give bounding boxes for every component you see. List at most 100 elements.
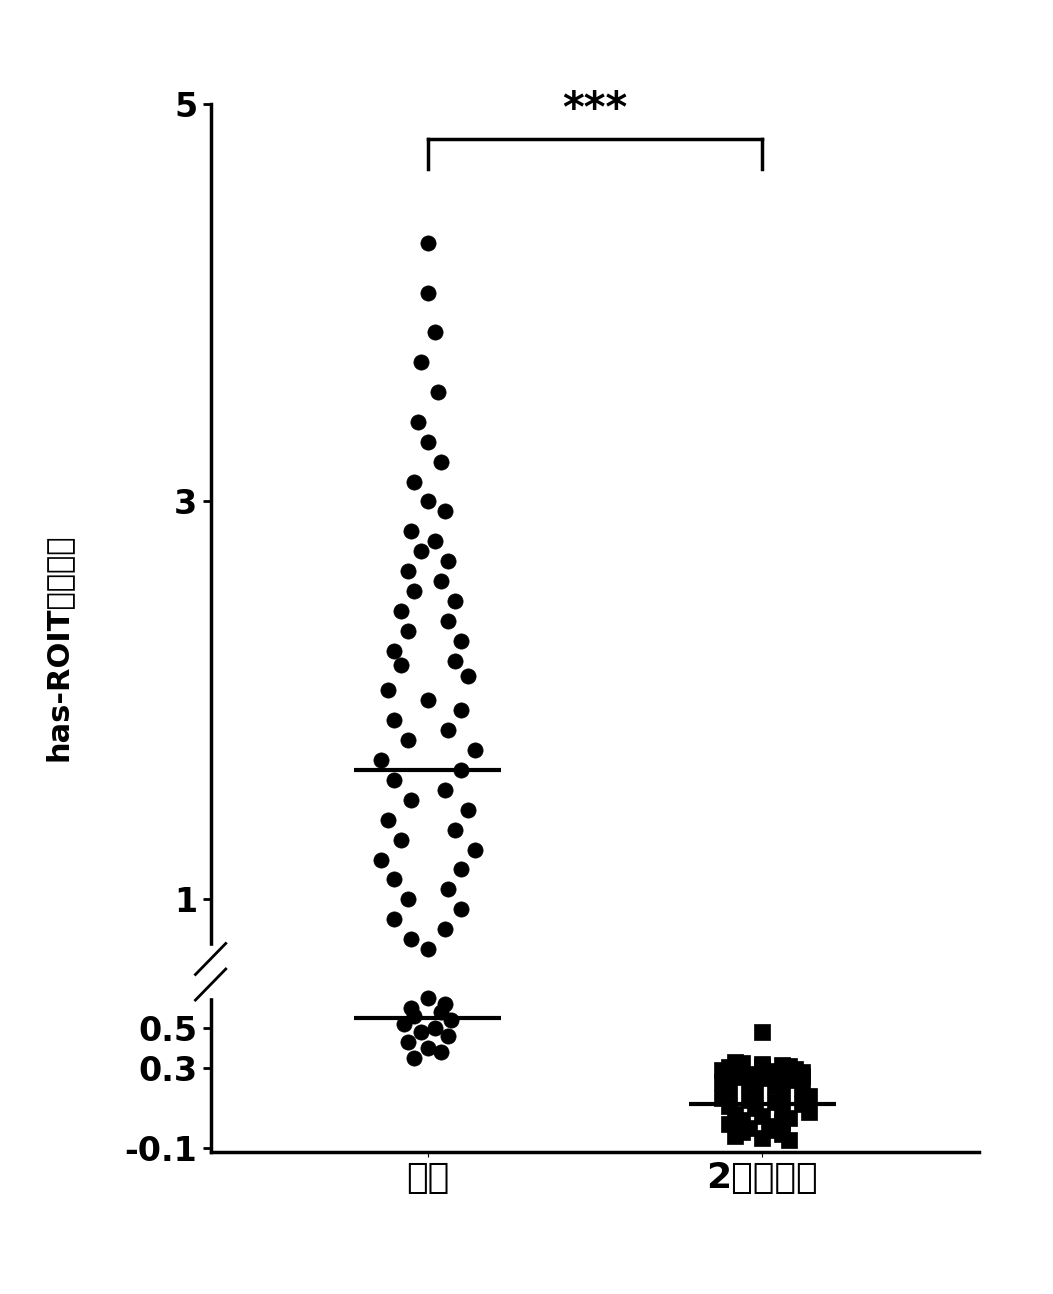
Point xyxy=(386,710,403,731)
Point xyxy=(379,681,396,701)
Point xyxy=(393,600,410,621)
Point xyxy=(406,1048,423,1069)
Point xyxy=(727,1104,743,1124)
Point xyxy=(774,1055,791,1075)
Point xyxy=(419,690,436,710)
Point xyxy=(734,1122,751,1143)
Point xyxy=(740,1090,757,1110)
Point xyxy=(714,1060,731,1080)
Point xyxy=(740,1118,757,1139)
Point xyxy=(760,1115,777,1136)
Point xyxy=(800,1086,817,1106)
Point xyxy=(747,1097,763,1118)
Point xyxy=(774,1100,791,1121)
Point xyxy=(443,1011,460,1031)
Point xyxy=(402,998,419,1018)
Point xyxy=(720,1057,737,1078)
Point xyxy=(402,521,419,542)
Point xyxy=(406,1005,423,1026)
Point xyxy=(436,779,453,800)
Point xyxy=(413,541,430,562)
Point xyxy=(794,1093,811,1114)
Point xyxy=(433,1042,450,1062)
Point xyxy=(396,1014,413,1035)
Point xyxy=(453,899,470,920)
Point xyxy=(446,590,463,611)
Point xyxy=(426,531,443,551)
Point xyxy=(774,1112,791,1132)
Point xyxy=(714,1087,731,1108)
Point xyxy=(466,840,483,861)
Point xyxy=(419,938,436,959)
Point xyxy=(419,233,436,254)
Point xyxy=(734,1053,751,1074)
Point xyxy=(720,1062,737,1083)
Point xyxy=(740,1074,757,1095)
Point xyxy=(453,630,470,651)
Point xyxy=(379,809,396,829)
Point xyxy=(436,994,453,1014)
Point xyxy=(439,551,456,572)
Point xyxy=(727,1126,743,1146)
Point xyxy=(754,1057,771,1078)
Point xyxy=(439,719,456,740)
Point xyxy=(459,666,476,687)
Point xyxy=(406,471,423,492)
Point xyxy=(780,1070,797,1091)
Point xyxy=(399,620,416,641)
Point xyxy=(413,1022,430,1043)
Point xyxy=(433,571,450,591)
Point xyxy=(714,1071,731,1092)
Point xyxy=(439,1026,456,1047)
Point xyxy=(419,1038,436,1058)
Point xyxy=(399,730,416,751)
Point xyxy=(767,1065,783,1086)
Point xyxy=(386,770,403,791)
Point xyxy=(386,641,403,661)
Point xyxy=(767,1092,783,1113)
Point xyxy=(399,889,416,910)
Point xyxy=(373,749,390,770)
Point xyxy=(754,1127,771,1148)
Point xyxy=(774,1123,791,1144)
Point xyxy=(720,1113,737,1134)
Text: ***: *** xyxy=(562,89,628,132)
Point xyxy=(459,800,476,820)
Point xyxy=(419,282,436,303)
Point xyxy=(406,581,423,602)
Point xyxy=(446,650,463,670)
Point xyxy=(419,431,436,452)
Point xyxy=(373,849,390,870)
Point xyxy=(740,1064,757,1084)
Point xyxy=(410,411,426,432)
Point xyxy=(426,1018,443,1039)
Point xyxy=(453,859,470,880)
Point xyxy=(794,1066,811,1087)
Point xyxy=(754,1056,771,1077)
Point xyxy=(446,819,463,840)
Point xyxy=(727,1052,743,1073)
Point xyxy=(453,700,470,721)
Point xyxy=(774,1083,791,1104)
Point xyxy=(436,919,453,939)
Point xyxy=(466,740,483,761)
Point xyxy=(439,611,456,631)
Point xyxy=(433,452,450,472)
Point xyxy=(393,829,410,850)
Point xyxy=(453,760,470,780)
Point xyxy=(780,1108,797,1128)
Point xyxy=(386,908,403,929)
Point xyxy=(439,879,456,899)
Point xyxy=(727,1066,743,1087)
Point xyxy=(754,1053,771,1074)
Point xyxy=(399,1031,416,1052)
Point xyxy=(419,490,436,511)
Point xyxy=(413,352,430,373)
Point xyxy=(393,655,410,675)
Point xyxy=(754,1022,771,1043)
Point xyxy=(787,1058,803,1079)
Point xyxy=(419,989,436,1009)
Point xyxy=(386,870,403,890)
Point xyxy=(430,382,446,402)
Point xyxy=(402,929,419,950)
